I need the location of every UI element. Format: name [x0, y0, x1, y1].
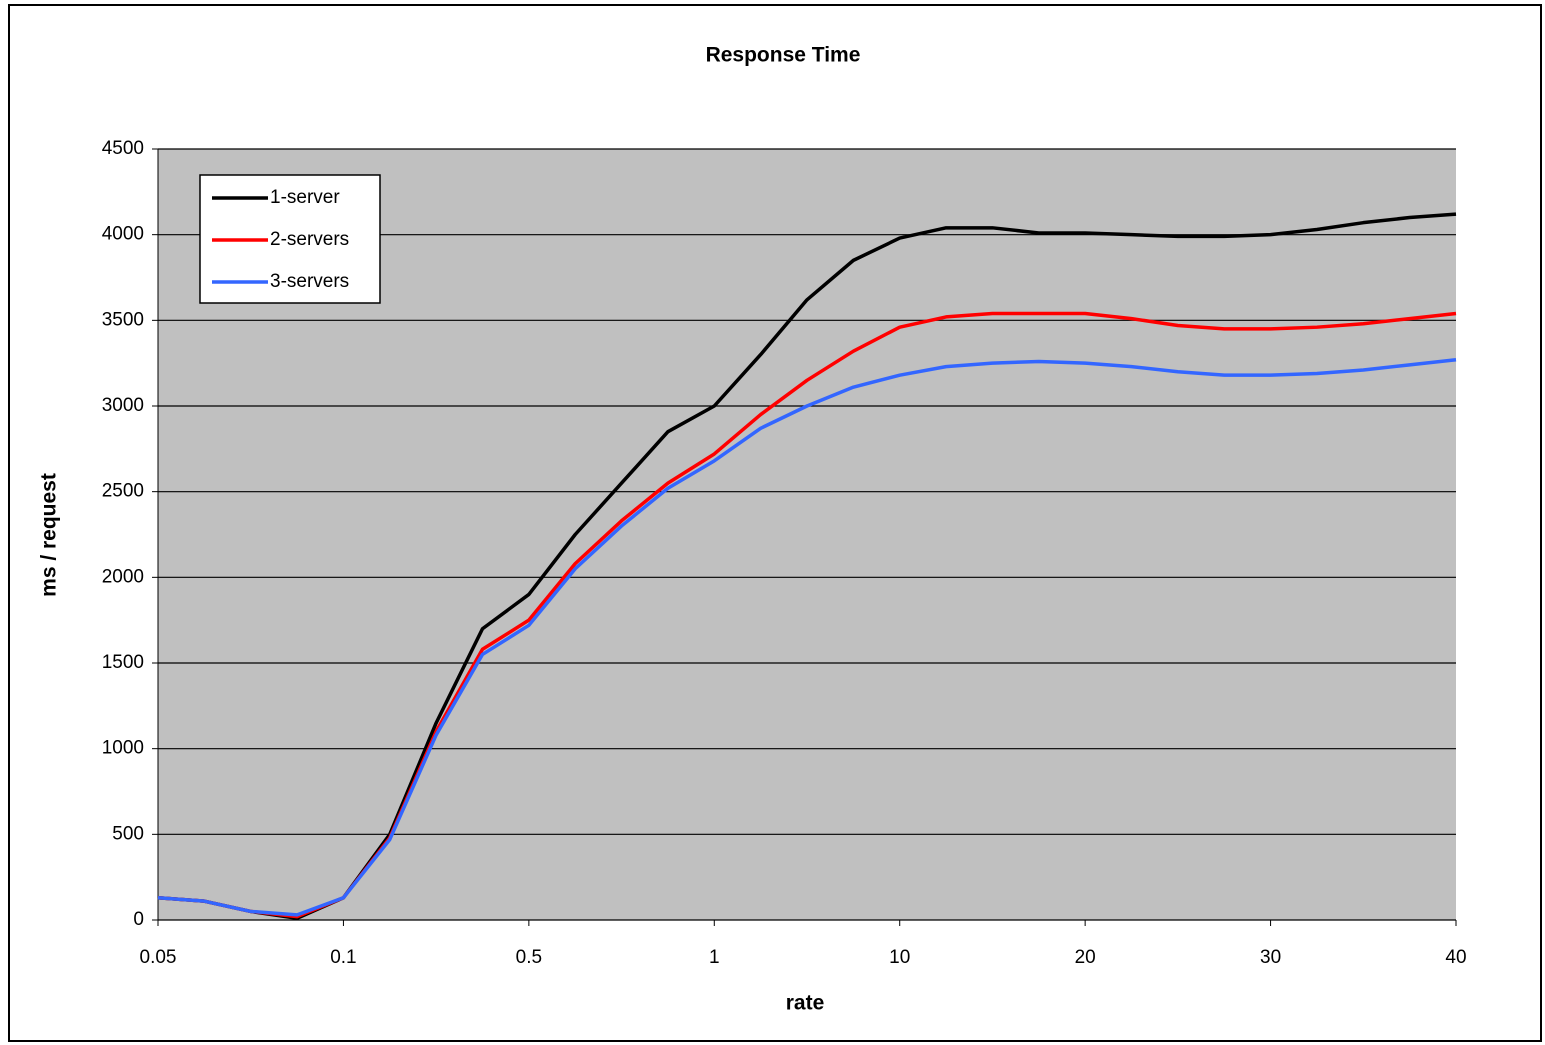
- y-tick-label: 2500: [102, 481, 144, 502]
- x-tick-label: 1: [709, 947, 720, 968]
- y-tick-label: 3500: [102, 309, 144, 330]
- x-tick-label: 10: [889, 947, 910, 968]
- x-tick-label: 0.5: [516, 947, 542, 968]
- y-tick-label: 3000: [102, 395, 144, 416]
- y-tick-label: 4500: [102, 138, 144, 159]
- y-tick-label: 500: [112, 823, 144, 844]
- chart-title: Response Time: [706, 44, 861, 67]
- y-tick-label: 1000: [102, 738, 144, 759]
- x-axis-title: rate: [786, 992, 825, 1015]
- y-tick-label: 4000: [102, 224, 144, 245]
- legend-label: 3-servers: [270, 271, 349, 292]
- x-tick-label: 0.05: [140, 947, 177, 968]
- y-tick-label: 0: [133, 909, 144, 930]
- x-tick-label: 0.1: [330, 947, 356, 968]
- y-axis-title: ms / request: [38, 473, 61, 597]
- y-tick-label: 2000: [102, 566, 144, 587]
- series-line: [157, 358, 1457, 917]
- x-tick-label: 40: [1445, 947, 1466, 968]
- legend-label: 2-servers: [270, 229, 349, 250]
- x-tick-label: 30: [1260, 947, 1281, 968]
- x-tick-label: 20: [1075, 947, 1096, 968]
- y-tick-label: 1500: [102, 652, 144, 673]
- legend-label: 1-server: [270, 187, 340, 208]
